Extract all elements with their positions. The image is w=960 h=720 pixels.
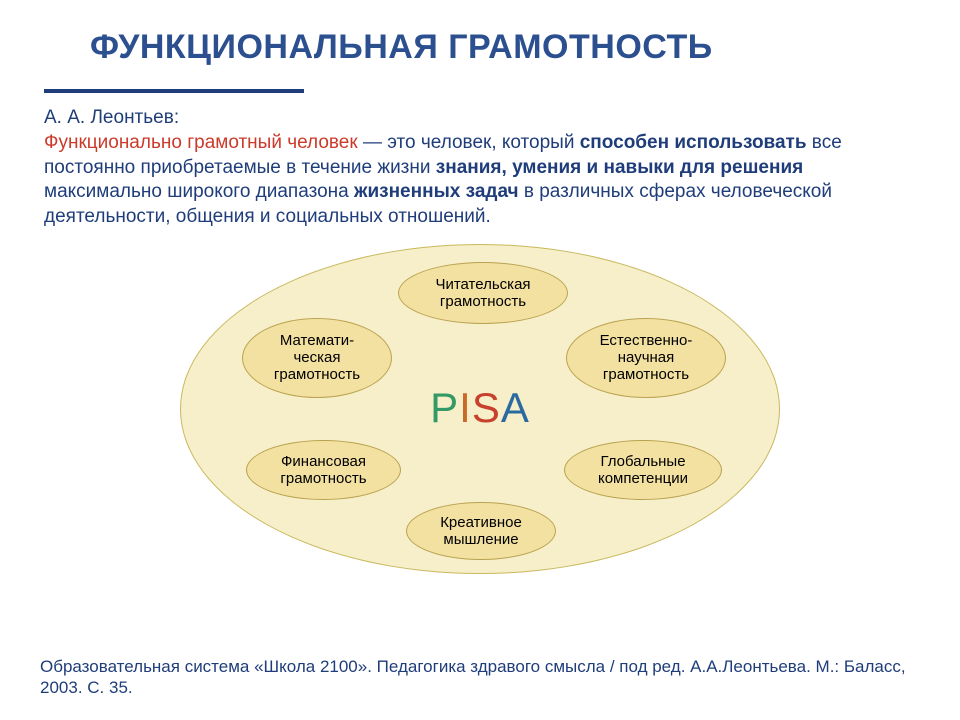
def-b1: способен использовать — [580, 132, 807, 153]
def-b2: знания, умения и навыки для решения — [436, 157, 803, 178]
page-title: ФУНКЦИОНАЛЬНАЯ ГРАМОТНОСТЬ — [90, 28, 920, 67]
citation: Образовательная система «Школа 2100». Пе… — [40, 656, 920, 699]
pisa-s: S — [472, 384, 501, 432]
def-b3: жизненных задач — [354, 181, 519, 202]
diagram-node-0: Читательскаяграмотность — [398, 262, 568, 324]
pisa-a: A — [501, 384, 530, 432]
pisa-label: PISA — [430, 384, 530, 432]
diagram-node-3: Финансоваяграмотность — [246, 440, 401, 500]
diagram-node-2: Естественно-научнаяграмотность — [566, 318, 726, 398]
pisa-i: I — [459, 384, 472, 432]
def-t1: — это человек, который — [358, 132, 580, 153]
pisa-p: P — [430, 384, 459, 432]
title-underline — [44, 89, 304, 93]
diagram-node-4: Глобальныекомпетенции — [564, 440, 722, 500]
definition-paragraph: Функционально грамотный человек — это че… — [44, 131, 916, 230]
slide: ФУНКЦИОНАЛЬНАЯ ГРАМОТНОСТЬ А. А. Леонтье… — [0, 0, 960, 720]
diagram-node-5: Креативноемышление — [406, 502, 556, 560]
author-line: А. А. Леонтьев: — [44, 107, 920, 129]
def-t3: максимально широкого диапазона — [44, 181, 354, 202]
definition-lead: Функционально грамотный человек — [44, 132, 358, 153]
diagram-node-1: Математи-ческаяграмотность — [242, 318, 392, 398]
pisa-diagram: PISA ЧитательскаяграмотностьМатемати-чес… — [160, 244, 800, 574]
